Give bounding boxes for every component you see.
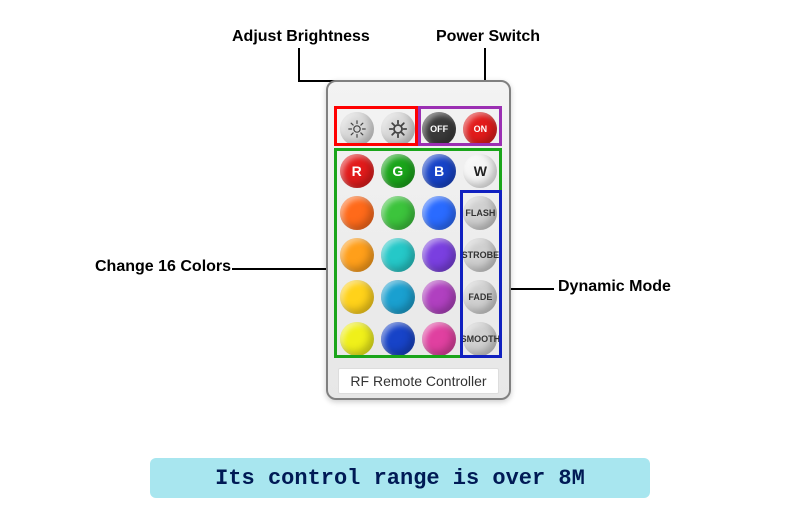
btn-color-r5-c1[interactable] (340, 280, 374, 314)
label-colors: Change 16 Colors (95, 258, 231, 276)
btn-w[interactable]: W (463, 154, 497, 188)
btn-r[interactable]: R (340, 154, 374, 188)
btn-color-r4-c2[interactable] (381, 238, 415, 272)
remote-controller: OFFON RGBW FLASH STROBE FADE SMOOTH RF Remote… (326, 80, 511, 400)
btn-color-r5-c2[interactable] (381, 280, 415, 314)
btn-color-r6-c3[interactable] (422, 322, 456, 356)
leader-line (298, 48, 300, 80)
btn-flash[interactable]: FLASH (463, 196, 497, 230)
btn-off[interactable]: OFF (422, 112, 456, 146)
leader-line (484, 48, 486, 80)
btn-color-r3-c2[interactable] (381, 196, 415, 230)
label-modes: Dynamic Mode (558, 278, 671, 296)
remote-label: RF Remote Controller (338, 368, 499, 394)
btn-color-r4-c1[interactable] (340, 238, 374, 272)
btn-color-r6-c2[interactable] (381, 322, 415, 356)
button-grid: OFFON RGBW FLASH STROBE FADE SMOOTH (338, 110, 499, 358)
btn-smooth[interactable]: SMOOTH (463, 322, 497, 356)
label-brightness: Adjust Brightness (232, 28, 370, 46)
btn-b[interactable]: B (422, 154, 456, 188)
btn-brightness-down[interactable] (340, 112, 374, 146)
btn-color-r3-c1[interactable] (340, 196, 374, 230)
btn-color-r6-c1[interactable] (340, 322, 374, 356)
btn-strobe[interactable]: STROBE (463, 238, 497, 272)
btn-on[interactable]: ON (463, 112, 497, 146)
caption-banner: Its control range is over 8M (150, 458, 650, 498)
btn-fade[interactable]: FADE (463, 280, 497, 314)
btn-color-r4-c3[interactable] (422, 238, 456, 272)
label-power: Power Switch (436, 28, 540, 46)
btn-color-r5-c3[interactable] (422, 280, 456, 314)
leader-line (232, 268, 340, 270)
btn-color-r3-c3[interactable] (422, 196, 456, 230)
btn-brightness-up[interactable] (381, 112, 415, 146)
btn-g[interactable]: G (381, 154, 415, 188)
annotated-remote-diagram: Adjust Brightness Power Switch Change 16… (0, 0, 800, 518)
